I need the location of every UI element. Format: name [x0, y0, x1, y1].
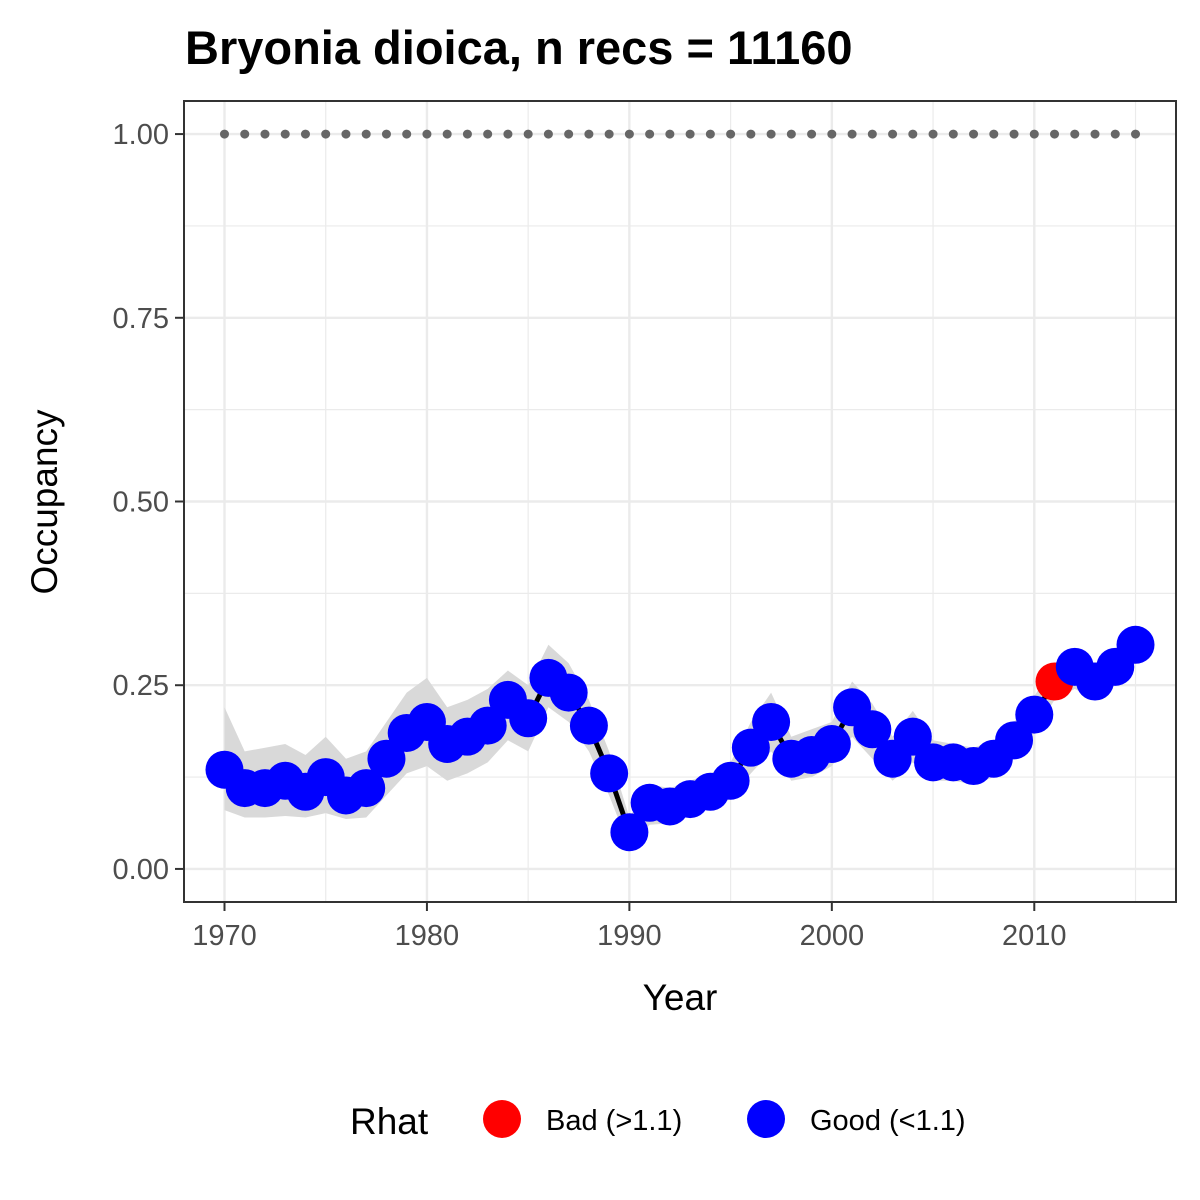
reference-dot: [402, 129, 412, 139]
reference-dot: [1090, 129, 1100, 139]
y-tick-label: 0.75: [113, 303, 169, 335]
reference-dot: [908, 129, 918, 139]
reference-dot: [786, 129, 796, 139]
reference-dot: [1110, 129, 1120, 139]
reference-dot: [726, 129, 736, 139]
reference-dot: [503, 129, 513, 139]
data-point-good: [1116, 625, 1155, 664]
legend-label-bad: Bad (>1.1): [546, 1105, 682, 1137]
data-point-good: [610, 813, 649, 852]
reference-dot: [807, 129, 817, 139]
data-point-good: [468, 706, 507, 745]
reference-dot: [948, 129, 958, 139]
reference-dot: [989, 129, 999, 139]
y-axis-label: Occupancy: [24, 409, 65, 595]
data-point-good: [752, 702, 791, 741]
reference-dot: [685, 129, 695, 139]
x-axis-label: Year: [643, 977, 718, 1018]
reference-dot: [543, 129, 553, 139]
reference-dot: [240, 129, 250, 139]
data-point-good: [1015, 695, 1054, 734]
reference-dot: [1009, 129, 1019, 139]
reference-dot: [847, 129, 857, 139]
occupancy-points: [205, 625, 1155, 852]
y-tick-label: 0.25: [113, 670, 169, 702]
reference-dot: [1131, 129, 1141, 139]
reference-dot: [746, 129, 756, 139]
reference-dot: [462, 129, 472, 139]
x-tick-label: 1970: [192, 920, 257, 952]
y-tick-label: 1.00: [113, 119, 169, 151]
reference-dot: [928, 129, 938, 139]
reference-dot: [422, 129, 432, 139]
reference-dot: [766, 129, 776, 139]
reference-dot: [361, 129, 371, 139]
data-point-good: [549, 673, 588, 712]
reference-dot: [280, 129, 290, 139]
reference-dot: [969, 129, 979, 139]
reference-dot: [584, 129, 594, 139]
data-point-good: [731, 728, 770, 767]
x-tick-label: 2000: [800, 920, 865, 952]
reference-dot: [624, 129, 634, 139]
data-point-good: [590, 754, 629, 793]
reference-dot: [827, 129, 837, 139]
reference-dot: [1070, 129, 1080, 139]
reference-dot: [381, 129, 391, 139]
legend-title: Rhat: [350, 1101, 429, 1142]
reference-dot: [523, 129, 533, 139]
chart-title: Bryonia dioica, n recs = 11160: [185, 21, 853, 74]
reference-dot: [300, 129, 310, 139]
reference-dot: [604, 129, 614, 139]
reference-dot: [341, 129, 351, 139]
reference-dot: [867, 129, 877, 139]
reference-dot: [665, 129, 675, 139]
legend-key-good: [747, 1100, 785, 1138]
reference-dot: [219, 129, 229, 139]
reference-dot: [442, 129, 452, 139]
reference-dot: [260, 129, 270, 139]
data-point-good: [347, 769, 386, 808]
reference-dot: [321, 129, 331, 139]
legend-label-good: Good (<1.1): [810, 1105, 966, 1137]
data-point-good: [711, 761, 750, 800]
reference-dot: [1050, 129, 1060, 139]
data-point-good: [367, 739, 406, 778]
data-point-good: [509, 699, 548, 738]
x-axis-ticks: 1970 1980 1990 2000 2010: [192, 902, 1067, 952]
reference-dot: [1029, 129, 1039, 139]
reference-dots: [219, 129, 1141, 139]
reference-dot: [888, 129, 898, 139]
data-point-good: [893, 717, 932, 756]
reference-dot: [483, 129, 493, 139]
data-point-good: [853, 710, 892, 749]
y-tick-label: 0.00: [113, 854, 169, 886]
y-axis-ticks: 0.00 0.25 0.50 0.75 1.00: [113, 119, 184, 886]
x-tick-label: 2010: [1002, 920, 1067, 952]
reference-dot: [705, 129, 715, 139]
y-tick-label: 0.50: [113, 487, 169, 519]
data-point-good: [995, 721, 1034, 760]
legend-key-bad: [483, 1100, 521, 1138]
reference-dot: [564, 129, 574, 139]
x-tick-label: 1980: [395, 920, 460, 952]
legend: Rhat Bad (>1.1) Good (<1.1): [350, 1100, 966, 1142]
x-tick-label: 1990: [597, 920, 662, 952]
data-point-good: [812, 725, 851, 764]
data-point-good: [569, 706, 608, 745]
reference-dot: [645, 129, 655, 139]
